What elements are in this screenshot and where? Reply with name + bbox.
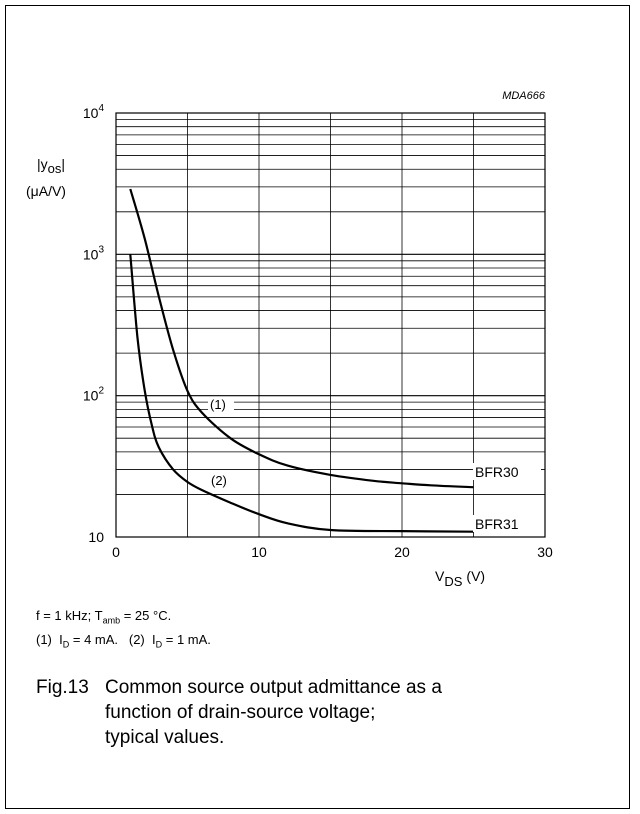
caption-line-3: typical values.: [105, 727, 225, 748]
series-name: BFR31: [475, 516, 519, 532]
figure-number: Fig.13: [36, 677, 89, 698]
series-name-bg: [473, 515, 541, 532]
admittance-chart: (1) BFR30 (2) BFR31 0 10 20 30 10 102 103 104 MDA6…: [26, 90, 553, 589]
x-tick-label: 30: [537, 544, 553, 560]
figure-frame: [5, 5, 630, 809]
series-name: BFR30: [475, 464, 519, 480]
conditions-note: f = 1 kHz; Tamb = 25 °C.: [36, 608, 172, 626]
caption-line-1: Common source output admittance as a: [105, 677, 442, 698]
series-line-bfr30: [129, 188, 474, 489]
y-tick-label: 102: [83, 386, 105, 404]
curve-tag: (1): [210, 397, 226, 412]
current-legend-note: (1) ID = 4 mA. (2) ID = 1 mA.: [36, 632, 211, 650]
y-axis-unit: (μA/V): [26, 183, 66, 199]
curve-tag-bg: [208, 397, 234, 412]
y-tick-label: 104: [83, 103, 105, 121]
series-line-bfr31: [129, 254, 474, 533]
caption-line-2: function of drain-source voltage;: [105, 702, 376, 723]
x-tick-label: 10: [251, 544, 267, 560]
y-axis-label: |yos|: [37, 156, 65, 176]
x-tick-label: 0: [112, 544, 120, 560]
tick-labels: 0 10 20 30 10 102 103 104: [83, 103, 553, 560]
figure-caption: Fig.13 Common source output admittance as…: [36, 675, 556, 750]
curves: (1) BFR30 (2) BFR31: [129, 188, 541, 533]
x-tick-label: 20: [394, 544, 410, 560]
y-tick-label: 103: [83, 244, 105, 262]
curve-tag-bg: [209, 473, 235, 488]
curve-tag: (2): [211, 473, 227, 488]
x-axis-label: VDS (V): [435, 568, 485, 589]
y-tick-label: 10: [88, 529, 104, 545]
plot-border: [115, 112, 546, 538]
chart-code: MDA666: [502, 90, 546, 102]
grid: [116, 113, 545, 537]
series-name-bg: [473, 463, 541, 480]
